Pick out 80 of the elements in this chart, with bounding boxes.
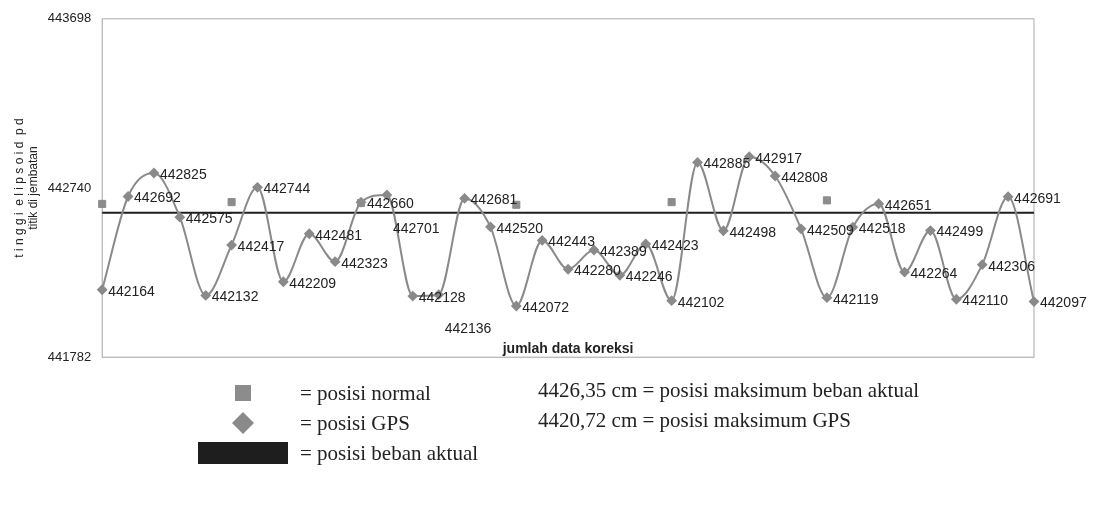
data-label: 442423 bbox=[651, 236, 699, 253]
data-label: 442097 bbox=[1040, 294, 1087, 311]
point bbox=[304, 228, 315, 239]
data-label: 442280 bbox=[574, 262, 622, 279]
point bbox=[822, 196, 831, 205]
point bbox=[227, 198, 236, 207]
point bbox=[977, 259, 988, 270]
point bbox=[148, 167, 159, 178]
data-label: 442132 bbox=[211, 288, 259, 305]
point bbox=[252, 182, 263, 193]
data-label: 442246 bbox=[625, 268, 673, 285]
point bbox=[98, 199, 107, 208]
data-label: 442660 bbox=[367, 194, 414, 211]
data-label: 442481 bbox=[315, 226, 363, 243]
point bbox=[174, 212, 185, 223]
point bbox=[330, 256, 341, 267]
data-label: 442119 bbox=[832, 290, 879, 307]
data-label: 442110 bbox=[962, 292, 1009, 309]
data-label: 442128 bbox=[418, 288, 466, 305]
data-label: 442209 bbox=[289, 274, 337, 291]
data-label: 442443 bbox=[548, 233, 596, 250]
point bbox=[563, 264, 574, 275]
data-label: 442518 bbox=[858, 220, 906, 237]
data-label: 442917 bbox=[755, 149, 803, 166]
point bbox=[718, 225, 729, 236]
point bbox=[1029, 296, 1039, 307]
data-label: 442509 bbox=[807, 221, 854, 238]
y-axis-title: t i n g g i e l i p s o i d p d titik di jembatan bbox=[11, 118, 40, 258]
data-label: 442306 bbox=[988, 257, 1036, 274]
point bbox=[873, 198, 884, 209]
data-label: 442499 bbox=[936, 223, 984, 240]
point bbox=[821, 292, 832, 303]
data-label: 442885 bbox=[703, 155, 751, 172]
point bbox=[899, 267, 910, 278]
text: 4426,35 cm = posisi maksimum beban aktual bbox=[538, 378, 920, 404]
data-label: 442520 bbox=[496, 219, 544, 236]
x-axis-title: jumlah data koreksi bbox=[501, 340, 634, 357]
point bbox=[692, 157, 703, 168]
point bbox=[770, 170, 781, 181]
point bbox=[667, 198, 676, 207]
data-label: 442681 bbox=[470, 191, 518, 208]
data-label: 442417 bbox=[237, 237, 285, 254]
point bbox=[511, 300, 522, 311]
data-label: 442102 bbox=[677, 293, 725, 310]
data-label: 442825 bbox=[159, 165, 207, 182]
point bbox=[97, 284, 108, 295]
point bbox=[407, 291, 418, 302]
point bbox=[485, 221, 496, 232]
point bbox=[666, 295, 677, 306]
text: 4420,72 cm = posisi maksimum GPS bbox=[538, 408, 852, 434]
data-label: 442323 bbox=[341, 254, 389, 271]
legend-label: = posisi normal bbox=[300, 380, 431, 406]
data-label: 442498 bbox=[729, 223, 777, 240]
point bbox=[1003, 191, 1014, 202]
point bbox=[123, 191, 134, 202]
point bbox=[200, 290, 211, 301]
data-label: 442744 bbox=[263, 180, 311, 197]
data-label: 442389 bbox=[599, 242, 647, 259]
point bbox=[951, 294, 962, 305]
data-label: 442164 bbox=[108, 282, 156, 299]
point bbox=[278, 276, 289, 287]
point bbox=[796, 223, 807, 234]
data-label: 442264 bbox=[910, 264, 958, 281]
point bbox=[925, 225, 936, 236]
y-tick-label: 442740 bbox=[47, 179, 92, 195]
point bbox=[537, 235, 548, 246]
point bbox=[459, 193, 470, 204]
data-label: 442701 bbox=[392, 219, 440, 236]
legend-label: = posisi GPS bbox=[300, 410, 410, 436]
point bbox=[226, 240, 237, 251]
data-label: 442651 bbox=[884, 196, 932, 213]
y-tick-label: 441782 bbox=[47, 348, 92, 364]
data-label: 442136 bbox=[444, 319, 492, 336]
data-label: 442692 bbox=[134, 189, 181, 206]
data-label: 442808 bbox=[781, 168, 829, 185]
data-label: 442575 bbox=[185, 210, 233, 226]
data-label: 442691 bbox=[1014, 189, 1062, 206]
legend-label: = posisi beban aktual bbox=[300, 440, 479, 466]
y-tick-label: 443698 bbox=[47, 10, 92, 26]
data-label: 442072 bbox=[522, 298, 570, 315]
